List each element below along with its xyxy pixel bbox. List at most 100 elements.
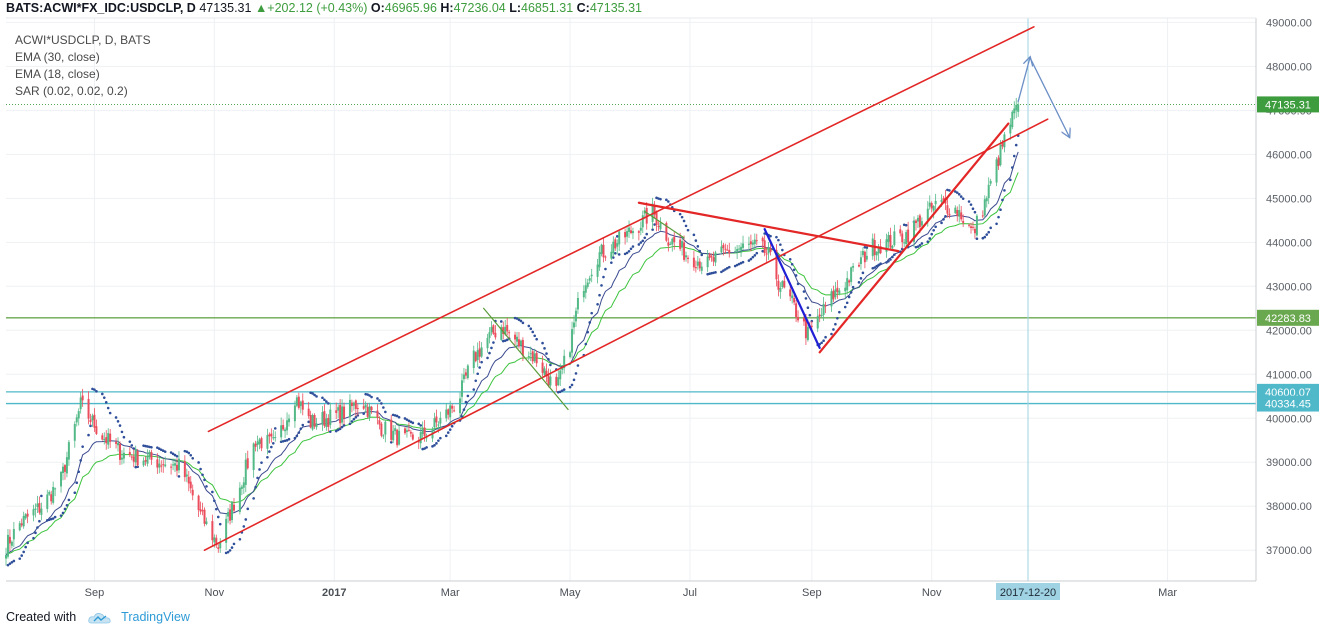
candle-body: [985, 198, 988, 202]
sar-dot: [114, 416, 118, 419]
candle-body: [521, 339, 524, 356]
candle-body: [610, 251, 613, 259]
sar-dot: [920, 242, 924, 245]
candle-body: [1015, 104, 1018, 111]
sar-dot: [283, 439, 287, 443]
candle-body: [352, 402, 355, 406]
candle-body: [576, 298, 579, 310]
tradingview-link[interactable]: TradingView: [121, 610, 190, 624]
sar-dot: [356, 414, 360, 417]
sar-dot: [706, 272, 709, 276]
candle-body: [118, 444, 121, 460]
sar-dot: [887, 259, 890, 263]
candle-body: [109, 433, 112, 442]
sar-dot: [612, 256, 615, 259]
candle-body: [905, 232, 908, 245]
candle-body: [134, 448, 137, 463]
sar-dot: [446, 431, 450, 434]
candle-body: [802, 318, 805, 322]
sar-dot: [480, 360, 483, 364]
candle-body: [284, 429, 287, 432]
sar-dot: [995, 222, 998, 226]
sar-dot: [189, 453, 193, 457]
sar-dot: [389, 440, 393, 444]
sar-dot: [926, 240, 930, 244]
price-tick-label: 44000.00: [1266, 237, 1312, 249]
sar-dot: [682, 219, 686, 223]
sar-dot: [515, 317, 519, 320]
candle-body: [199, 509, 202, 512]
sar-dot: [761, 249, 764, 253]
candle-body: [323, 411, 326, 426]
candle-body: [848, 280, 851, 283]
sar-dot: [973, 210, 977, 214]
candle-body: [926, 208, 929, 220]
candle-body: [48, 492, 51, 495]
candle-body: [364, 404, 367, 408]
candle-body: [519, 340, 522, 346]
ema-30-line: [5, 172, 1019, 556]
candle-body: [726, 249, 729, 251]
candle-body: [555, 376, 558, 386]
candle-body: [65, 457, 68, 474]
candle-body: [254, 443, 257, 447]
candle-body: [602, 244, 605, 258]
sar-dot: [873, 266, 877, 269]
sar-dot: [224, 551, 228, 555]
sar-dot: [45, 519, 49, 522]
sar-dot: [185, 450, 189, 454]
sar-dot: [146, 445, 149, 448]
trend-line: [763, 228, 821, 349]
candle-body: [708, 254, 711, 258]
price-chart[interactable]: 37000.00 38000.00 39000.00 40000.00 41000.00…: [0, 0, 1326, 605]
candle-body: [659, 222, 662, 230]
sar-dot: [845, 301, 849, 305]
sar-dot: [781, 248, 784, 252]
time-tick-label: Jul: [683, 587, 697, 599]
sar-dot: [327, 402, 330, 405]
candle-body: [698, 261, 701, 269]
candle-body: [8, 536, 11, 544]
sar-dot: [132, 447, 136, 450]
sar-dot: [256, 476, 259, 480]
candle-body: [462, 374, 465, 380]
candle-body: [653, 205, 656, 215]
candle-body: [293, 405, 296, 422]
candle-body: [490, 327, 493, 333]
candle-body: [258, 439, 261, 445]
sar-dot: [81, 445, 84, 448]
sar-dot: [529, 327, 533, 331]
sar-dot: [808, 313, 812, 317]
sar-dot: [838, 310, 841, 314]
sar-dot: [971, 207, 975, 210]
candle-body: [946, 205, 949, 214]
time-tick-label: Mar: [441, 587, 460, 599]
candle-body: [256, 441, 259, 446]
candle-body: [327, 417, 330, 427]
sar-dot: [981, 236, 985, 240]
candle-body: [751, 242, 754, 245]
sar-dot: [586, 330, 590, 334]
sar-dot: [777, 238, 780, 242]
close-value: 47135.31: [589, 1, 642, 15]
candle-body: [604, 256, 607, 258]
candle-body: [244, 459, 247, 485]
tradingview-cloud-icon: [88, 612, 111, 624]
sar-dot: [118, 424, 122, 427]
chart-grid: [6, 18, 1256, 581]
legend-ema18: EMA (18, close): [15, 67, 100, 81]
candle-body: [309, 414, 312, 428]
sar-dot: [645, 232, 649, 236]
candle-body: [474, 352, 477, 362]
sar-dot: [230, 546, 234, 549]
sar-dot: [513, 316, 517, 320]
sar-dot: [450, 424, 454, 428]
candle-body: [508, 332, 511, 334]
candle-body: [563, 355, 566, 369]
candle-body: [614, 239, 617, 249]
time-tick-label: Nov: [922, 587, 942, 599]
trend-line: [818, 122, 1010, 354]
candle-body: [158, 463, 161, 468]
sar-dot: [499, 320, 503, 323]
candle-body: [918, 215, 921, 228]
